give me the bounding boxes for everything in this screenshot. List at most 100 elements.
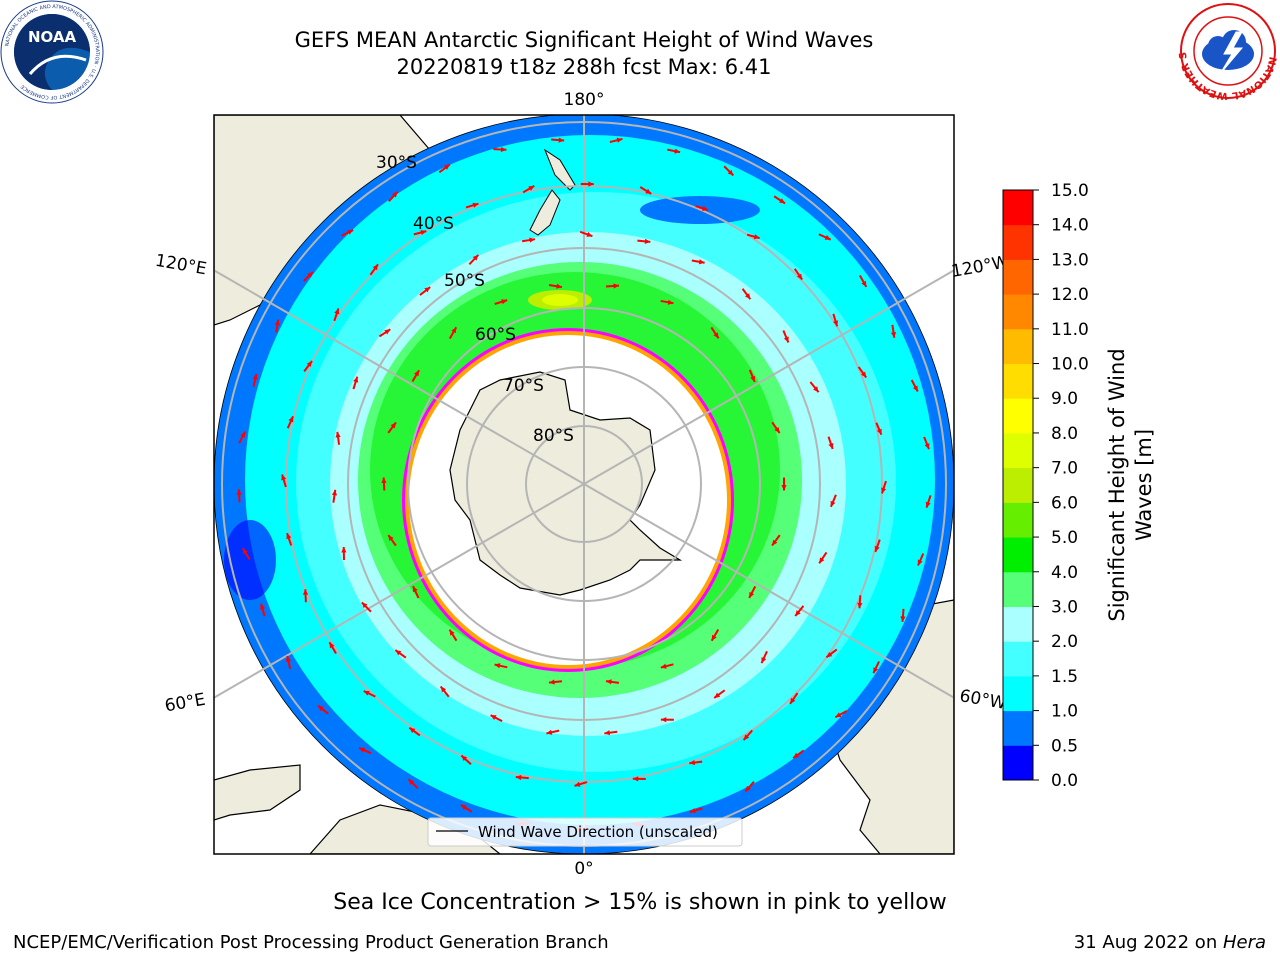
colorbar-segment [1003,190,1033,226]
wave-direction-arrowhead [833,320,839,327]
wind-wave-arrows [236,137,932,832]
colorbar-tick-label: 1.5 [1051,667,1078,687]
wave-direction-arrowhead [613,283,619,289]
wave-direction-arrowhead [288,416,294,423]
wave-direction-arrowhead [702,205,709,211]
wave-direction-arrowhead [281,474,287,481]
wave-direction-arrowhead [861,280,867,287]
wave-direction-arrowhead [549,679,555,685]
wave-direction-arrowhead [306,360,313,367]
colorbar-tick-label: 9.0 [1051,389,1078,409]
wave-height-field [214,115,954,854]
colorbar-tick-label: 13.0 [1051,250,1089,270]
footer-credit: NCEP/EMC/Verification Post Processing Pr… [13,932,609,953]
wave-direction-arrowhead [449,629,455,636]
wave-direction-arrowhead [744,293,751,300]
wave-direction-arrowhead [796,273,803,280]
wave-direction-arrowhead [616,137,623,143]
wave-direction-arrowhead [900,616,906,622]
wave-direction-arrowhead [698,259,705,265]
colorbar-tick-label: 15.0 [1051,181,1089,201]
wave-direction-arrowhead [830,500,836,507]
wave-direction-arrowhead [772,539,778,546]
colorbar-segment [1003,537,1033,573]
lat-label-80s: 80°S [533,426,574,446]
wave-direction-arrowhead [472,202,479,208]
wave-direction-arrowhead [490,715,497,720]
wave-direction-arrowhead [424,287,431,293]
colorbar-label-line1: Significant Height of Wind [1105,348,1129,621]
colorbar-label-line2: Waves [m] [1132,429,1156,541]
wave-direction-arrowhead [443,164,450,170]
colorbar-tick-label: 0.5 [1051,736,1078,756]
footer-date: 31 Aug 2022 on Hera [1074,932,1266,953]
wave-direction-arrowhead [779,198,786,204]
colorbar-segment [1003,710,1033,746]
wave-direction-arrowhead [334,308,340,315]
wave-direction-arrowhead [917,559,923,566]
wave-direction-arrowhead [460,804,467,810]
footer-date-text: 31 Aug 2022 on [1073,932,1223,953]
wave-direction-arrowhead [318,705,324,712]
colorbar-segment [1003,675,1033,712]
colorbar-tick-label: 3.0 [1051,597,1078,617]
colorbar-segment [1003,363,1033,399]
colorbar-tick-label: 2.0 [1051,632,1078,652]
colorbar-segment [1003,571,1033,607]
wave-direction-arrowhead [440,686,447,693]
colorbar-tick-label: 6.0 [1051,493,1078,513]
noaa-logo: NOAA NATIONAL OCEANIC AND ATMOSPHERIC AD… [0,0,104,104]
wave-direction-arrowhead [819,557,825,564]
wave-direction-arrowhead [392,191,398,198]
wave-direction-arrowhead [727,169,734,176]
wave-direction-arrowhead [745,785,751,792]
wave-direction-arrowhead [409,727,416,734]
wave-direction-arrowhead [363,690,370,696]
wave-direction-arrowhead [252,373,258,380]
colorbar-segment [1003,745,1033,781]
wave-direction-arrowhead [781,485,787,491]
colorbar-segment [1003,294,1033,330]
wave-direction-arrowhead [528,185,535,191]
wave-direction-arrowhead [588,181,594,187]
wave-direction-arrowhead [749,591,755,598]
colorbar-segment [1003,467,1033,503]
lat-label-30s: 30°S [376,153,417,173]
map-frame [213,114,955,855]
wave-direction-arrowhead [286,533,292,540]
wave-direction-arrowhead [667,299,674,305]
wave-direction-arrowhead [824,235,831,240]
wave-direction-arrowhead [783,336,789,343]
lon-label-60e: 60°E [163,690,207,717]
wave-direction-arrowhead [873,667,879,674]
colorbar-tick-label: 14.0 [1051,216,1089,236]
colorbar-tick-label: 1.0 [1051,702,1078,722]
nws-logo: NATIONAL WEATHER SERVICE [1176,2,1278,100]
noaa-logo-text: NOAA [28,28,77,46]
lon-label-120e: 120°E [154,251,208,280]
wave-direction-arrowhead [750,375,756,382]
wave-direction-arrowhead [743,734,750,741]
wave-direction-arrowhead [335,431,341,438]
colorbar-tick-label: 4.0 [1051,563,1078,583]
colorbar-segment [1003,259,1033,295]
colorbar-tick-label: 10.0 [1051,355,1089,375]
lon-label-0: 0° [574,859,593,879]
wave-direction-arrowhead [558,137,565,143]
wave-direction-arrowhead [414,370,420,377]
wave-direction-arrowhead [711,634,717,641]
wave-direction-arrowhead [384,329,391,335]
wave-direction-arrowhead [674,148,681,154]
wave-direction-arrowhead [660,717,667,723]
wave-direction-arrowhead [795,610,801,617]
lat-label-70s: 70°S [503,376,544,396]
wave-direction-arrowhead [606,679,612,685]
wave-direction-arrowhead [361,602,368,609]
wave-direction-arrowhead [359,747,366,753]
wave-direction-arrowhead [876,428,882,435]
wave-direction-arrowhead [259,603,266,610]
wave-direction-arrowhead [372,264,378,271]
colorbar-segment [1003,432,1033,469]
wave-direction-arrowhead [546,729,553,735]
